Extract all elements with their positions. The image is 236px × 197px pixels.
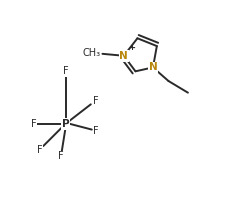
Text: CH₃: CH₃ <box>82 48 101 58</box>
Text: F: F <box>58 151 63 161</box>
Text: +: + <box>128 43 135 52</box>
Text: F: F <box>31 119 36 129</box>
Text: F: F <box>37 145 42 155</box>
Text: P: P <box>62 119 69 129</box>
Text: F: F <box>93 96 98 106</box>
Text: N: N <box>119 51 128 61</box>
Text: F: F <box>63 66 68 76</box>
Text: N: N <box>149 62 157 72</box>
Text: F: F <box>93 126 99 136</box>
